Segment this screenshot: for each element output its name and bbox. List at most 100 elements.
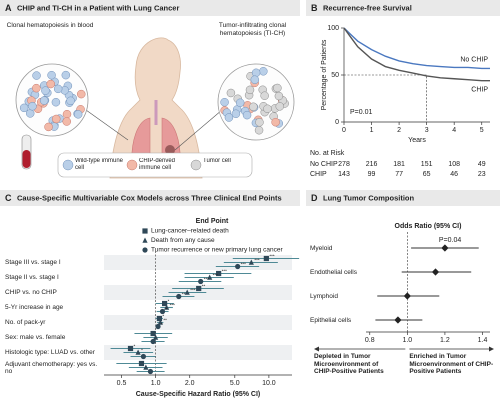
point [140,353,147,360]
x-tick-label: 3 [425,127,429,134]
category-label: Myeloid [310,244,333,252]
category-label: Stage II vs. stage I [5,274,59,281]
cell-icon [273,83,282,93]
x-tick-label: 0.8 [365,337,375,344]
point [207,274,213,280]
cell-icon [249,102,258,112]
significance: *** [204,276,210,281]
legend-label: Wild-type immune cell [75,158,124,171]
significance: *** [254,257,260,262]
category-label-box: Epithelial cells [310,317,351,324]
category-label: Stage III vs. stage I [5,259,61,266]
legend-label-box: CHIP-derived immune cell [139,158,175,171]
cell-icon [62,109,72,119]
x-tick-label: 0.5 [117,380,127,387]
cell-icon [220,97,229,107]
legend-box [57,152,253,178]
legend-marker [142,237,148,243]
category-label-box: 5-Yr increase in age [5,304,64,311]
axis-title: Odds Ratio (95% CI) [395,223,462,230]
category-label: Sex: male vs. female [5,334,66,341]
point [155,323,161,330]
significance: * [134,343,136,348]
significance: * [166,306,168,311]
x-tick-label: 10.0 [262,380,276,387]
significance: * [161,321,163,326]
y-tick-label: 50 [331,72,339,79]
category-label: Lymphoid [310,292,338,300]
cell-icon [255,118,264,127]
point [403,292,411,300]
significance: *** [269,253,275,258]
significance: *** [241,261,247,266]
category-label: Endothelial cells [310,268,357,276]
panel-header [306,0,500,16]
x-tick-label: 2 [397,127,401,134]
panel-title: Lung Tumor Composition [323,193,415,202]
cell-icon [53,84,63,94]
legend-label: Tumor recurrence or new primary lung can… [151,247,283,254]
point [157,319,163,325]
cell-icon [235,98,245,108]
panel-label: C [5,193,12,203]
cell-icon [254,125,264,135]
category-label: 5-Yr increase in age [5,304,64,311]
significance: * [168,298,170,303]
point [441,244,449,252]
point [235,263,241,270]
cell-icon [39,96,49,105]
category-label-box: Stage II vs. stage I [5,274,59,281]
point [135,349,141,355]
x-axis-label: Years [408,137,426,144]
point [196,285,202,292]
x-tick-label: 4 [452,127,456,134]
point [138,360,145,367]
legend-label: Lung-cancer–related death [151,228,229,235]
category-label: Histologic type: LUAD vs. other [5,349,95,356]
right-caption: Tumor-infiltrating clonal hematopoiesis … [218,22,287,37]
cell-icon [245,85,255,95]
x-axis-label: Cause-Specific Hazard Ratio (95% CI) [136,391,260,398]
blood-inset [15,63,89,137]
x-tick-label: 2.0 [185,380,195,387]
cell-icon [44,122,53,132]
significance: ** [202,283,206,288]
risk-value: 181 [393,161,405,168]
point [176,293,182,300]
risk-row-label: No CHIP [310,161,338,168]
risk-row-label: CHIP [310,171,327,178]
x-tick-label: 1.0 [402,337,412,344]
cell-icon [242,110,252,120]
cell-icon [226,88,236,98]
category-label-box: Adjuvant chemotherapy: yes vs. no [5,361,97,375]
cell-icon [260,91,269,100]
cell-icon [32,83,41,93]
category-label-box: Lymphoid [310,292,338,300]
point [147,368,154,375]
point [216,270,222,277]
significance: *** [170,302,176,307]
median-line [344,74,427,122]
point [248,259,254,265]
risk-value: 46 [450,171,458,178]
risk-value: 99 [368,171,376,178]
significance: ** [163,317,167,322]
category-label-box: No. of pack-yr [5,319,45,326]
direction-label-box: Enriched in Tumor Microenvironment of CH… [409,353,493,375]
row-band [104,315,292,330]
point [153,334,159,340]
point [431,268,440,276]
cell-icon [259,67,268,76]
cell-icon [46,79,55,89]
cell-icon [231,109,241,119]
significance: ** [182,291,186,296]
panel-title: Cause-Specific Multivariable Cox Models … [17,193,282,202]
y-tick-label: 0 [335,119,339,126]
category-label-box: Myeloid [310,244,333,252]
caption-box: Clonal hematopoiesis in blood [7,22,94,29]
risk-table-title: No. at Risk [310,150,345,157]
arrow-head [489,346,494,352]
x-tick-label: 1 [370,127,374,134]
risk-value: 143 [338,171,350,178]
point [263,255,269,262]
